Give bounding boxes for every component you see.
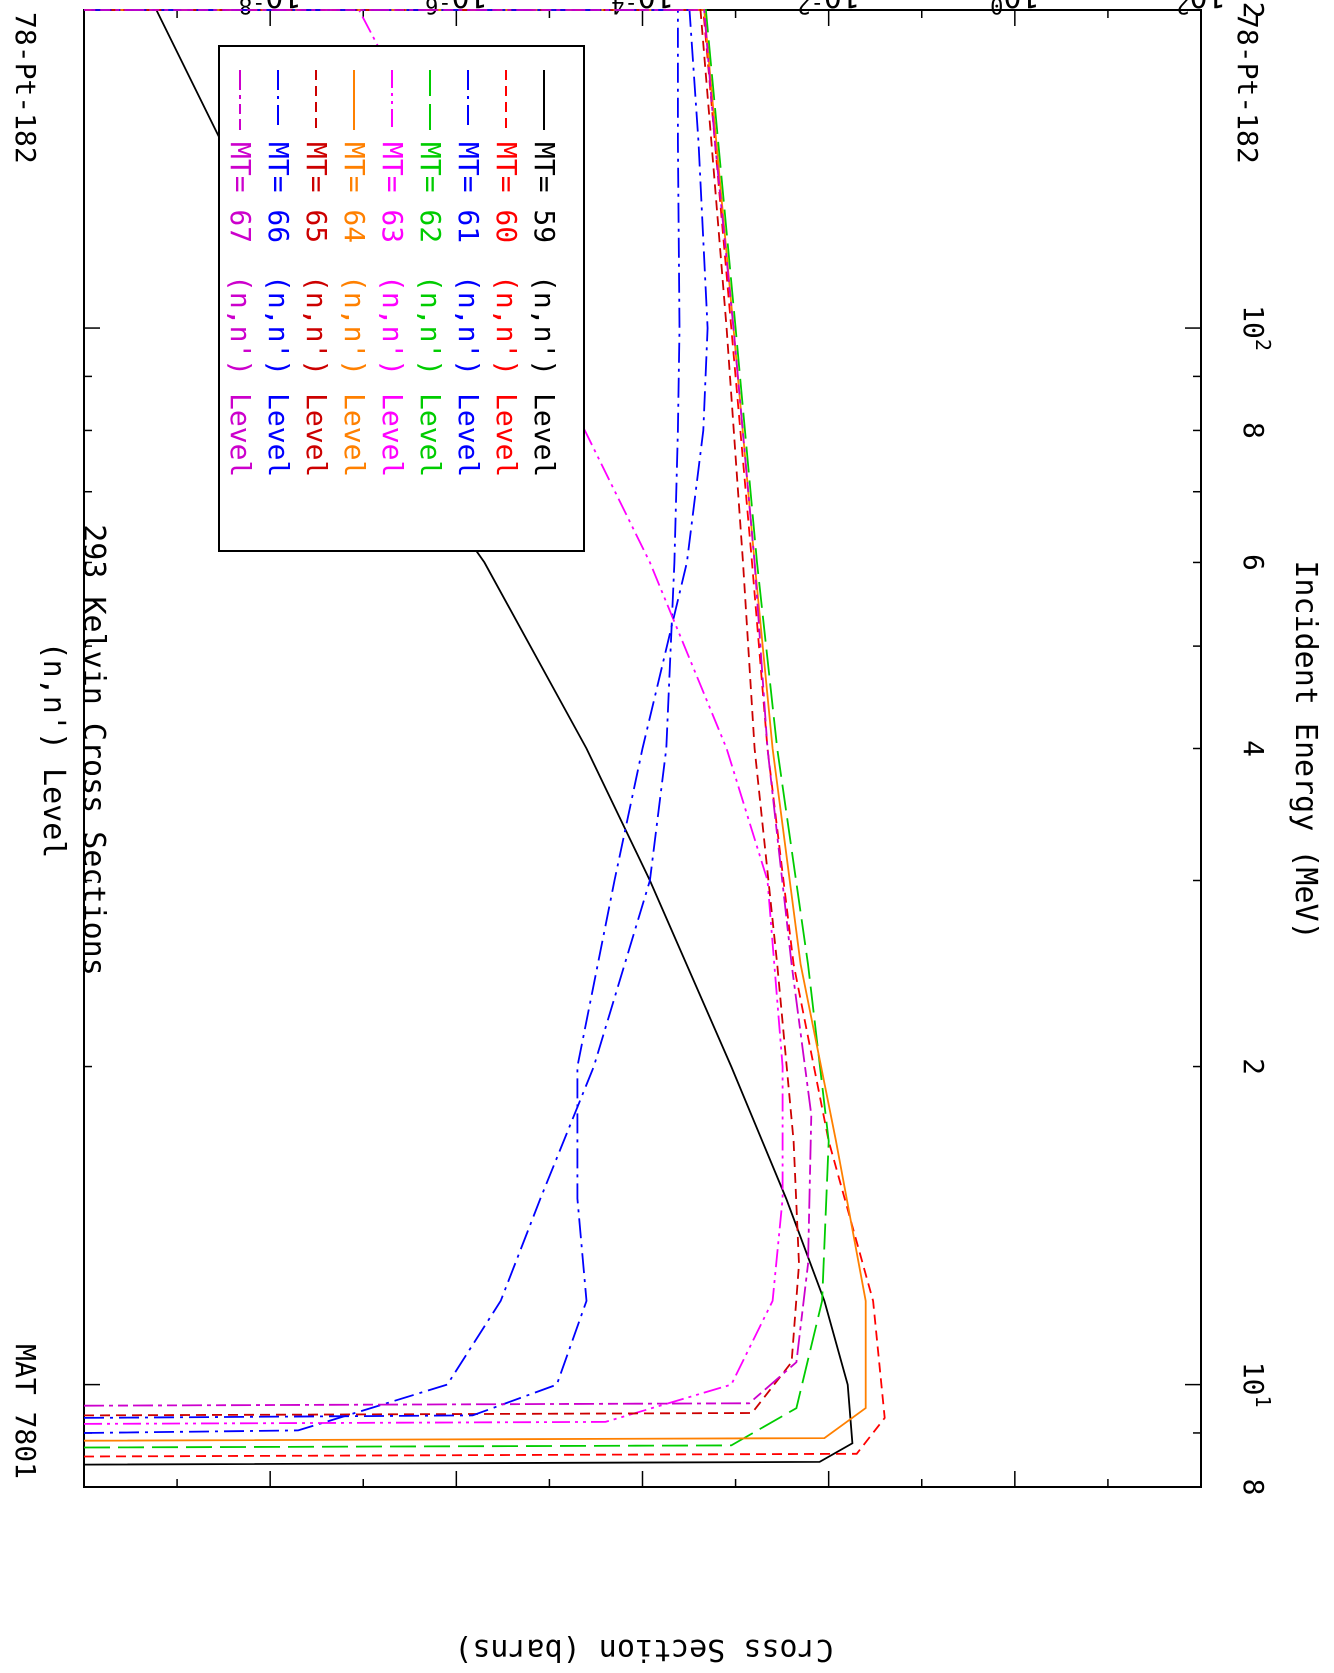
legend-mt-label: MT= 64 <box>338 142 371 243</box>
series-line-mt-67 <box>83 9 813 1407</box>
legend-item: MT= 64 (n,n') Level <box>338 70 371 477</box>
chart-title-line2: 293 Kelvin Cross Sections <box>76 524 111 976</box>
legend-mt-label: MT= 65 <box>300 142 333 243</box>
tick-label: 10-6 <box>425 0 488 18</box>
legend-mt-label: MT= 59 <box>528 142 561 243</box>
tick-label: 6 <box>1237 554 1270 571</box>
legend-reaction-label: (n,n') Level <box>300 275 333 477</box>
tick-label: 10-8 <box>239 0 302 18</box>
tick-label: 2 <box>1237 1058 1270 1075</box>
series-line-mt-65 <box>83 9 800 1417</box>
series-line-mt-66 <box>83 9 709 1419</box>
legend-reaction-label: (n,n') Level <box>490 275 523 477</box>
legend-item: MT= 65 (n,n') Level <box>300 70 333 477</box>
tick-label: 2 <box>1237 2 1270 19</box>
y-axis-label: Cross Section (barns) <box>454 1632 833 1667</box>
series-line-mt-61 <box>83 9 681 1434</box>
tick-label: 102 <box>1176 0 1225 18</box>
legend-item: MT= 62 (n,n') Level <box>414 70 447 477</box>
legend-item: MT= 59 (n,n') Level <box>528 70 561 477</box>
isotope-label-top: 78-Pt-182 <box>9 12 42 164</box>
legend-item: MT= 60 (n,n') Level <box>490 70 523 477</box>
legend-reaction-label: (n,n') Level <box>224 275 257 477</box>
mat-label: MAT 7801 <box>9 1344 42 1479</box>
isotope-label-bottom: 78-Pt-182 <box>1231 12 1264 164</box>
tick-label: 102 <box>1237 305 1275 351</box>
legend-item: MT= 67 (n,n') Level <box>224 70 257 477</box>
tick-label: 8 <box>1237 1479 1270 1496</box>
tick-label: 8 <box>1237 422 1270 439</box>
legend-reaction-label: (n,n') Level <box>376 275 409 477</box>
legend-mt-label: MT= 61 <box>452 142 485 243</box>
legend-mt-label: MT= 62 <box>414 142 447 243</box>
legend-item: MT= 61 (n,n') Level <box>452 70 485 477</box>
tick-label: 10-4 <box>611 0 674 18</box>
x-axis-label: Incident Energy (MeV) <box>1288 560 1323 939</box>
tick-label: 100 <box>990 0 1039 18</box>
legend-item: MT= 63 (n,n') Level <box>376 70 409 477</box>
legend-reaction-label: (n,n') Level <box>528 275 561 477</box>
legend-mt-label: MT= 66 <box>262 142 295 243</box>
chart-title-line1: (n,n') Level <box>36 642 71 859</box>
legend-item: MT= 66 (n,n') Level <box>262 70 295 477</box>
axis-ticks: 82468102210110210010-210-410-610-8 <box>83 0 1275 1496</box>
legend-reaction-label: (n,n') Level <box>452 275 485 477</box>
series-line-mt-62 <box>83 9 830 1449</box>
legend-reaction-label: (n,n') Level <box>262 275 295 477</box>
legend-mt-label: MT= 63 <box>376 142 409 243</box>
tick-label: 4 <box>1237 740 1270 757</box>
legend-reaction-label: (n,n') Level <box>414 275 447 477</box>
legend-reaction-label: (n,n') Level <box>338 275 371 477</box>
tick-label: 10-2 <box>797 0 860 18</box>
legend-box <box>218 45 585 552</box>
legend-mt-label: MT= 67 <box>224 142 257 243</box>
legend-mt-label: MT= 60 <box>490 142 523 243</box>
